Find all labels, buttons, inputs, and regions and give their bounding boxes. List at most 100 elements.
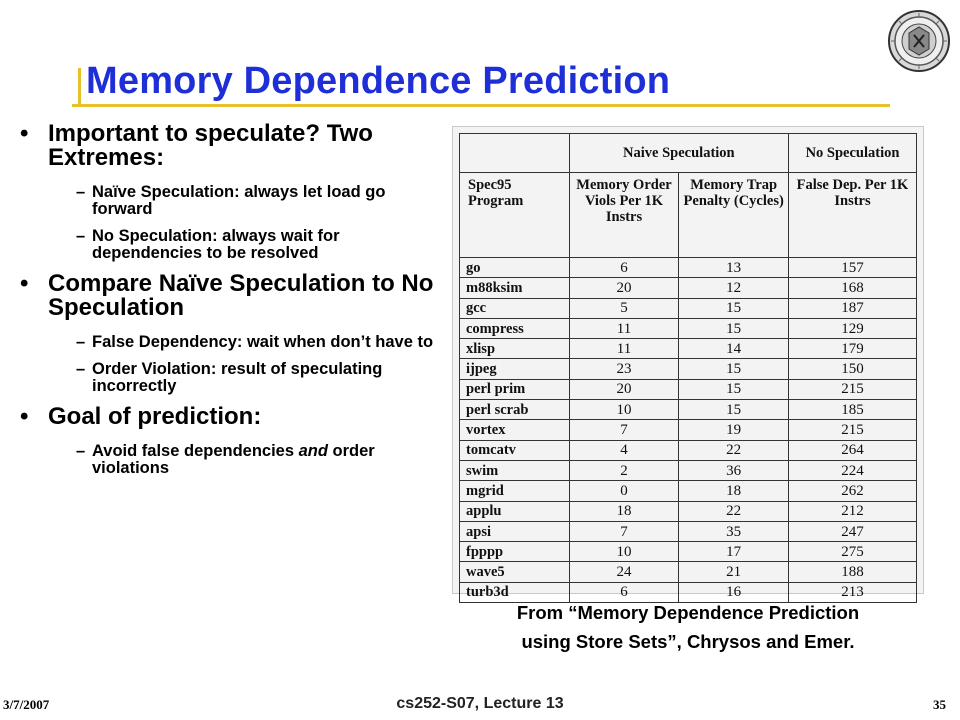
table-cell-value: 275 — [788, 541, 917, 563]
table-cell-program: ijpeg — [459, 358, 570, 380]
table-cell-program: mgrid — [459, 480, 570, 502]
table-cell-value: 215 — [788, 378, 917, 401]
table-cell-value: 179 — [788, 338, 917, 360]
table-cell-value: 35 — [678, 520, 790, 543]
table-cell-value: 11 — [568, 317, 680, 340]
table-body: go 6 13 157 m88ksim 20 12 168 gcc 5 15 187 compress 1… — [459, 256, 917, 604]
table-row: xlisp 11 14 179 — [459, 338, 917, 360]
sub-bullet-text: Order Violation: result of speculating i… — [92, 360, 383, 395]
table-row: m88ksim 20 12 168 — [459, 277, 917, 299]
table-cell-value: 22 — [678, 439, 790, 461]
table-cell-value: 212 — [788, 500, 917, 522]
table-cell-value: 15 — [678, 358, 790, 380]
sub-bullet-text: False Dependency: wait when don’t have t… — [92, 333, 434, 351]
table-cell-value: 10 — [568, 399, 680, 421]
sub-bullet-text-pre: Avoid false dependencies — [92, 442, 299, 460]
table-cell-program: gcc — [459, 297, 570, 319]
table-row: mgrid 0 18 262 — [459, 480, 917, 502]
table-cell-value: 36 — [678, 459, 790, 482]
table-cell-program: vortex — [459, 419, 570, 441]
sub-bullet-order-violation: – Order Violation: result of speculating… — [48, 361, 440, 395]
table-cell-value: 12 — [678, 277, 790, 299]
table-cell-value: 15 — [678, 378, 790, 401]
table-row: ijpeg 23 15 150 — [459, 358, 917, 380]
table-cell-value: 18 — [678, 480, 790, 502]
table-cell-value: 21 — [678, 561, 790, 583]
table-cell-program: applu — [459, 500, 570, 522]
sub-bullet-false-dep: – False Dependency: wait when don’t have… — [48, 334, 440, 351]
bullet-important: • Important to speculate? Two Extremes: … — [20, 122, 440, 262]
table-row: compress 11 15 129 — [459, 317, 917, 340]
sub-bullet-text: No Speculation: always wait for dependen… — [92, 227, 340, 262]
table-caption: From “Memory Dependence Prediction using… — [452, 598, 924, 656]
table-col-header: Spec95 Program — [459, 172, 570, 258]
sub-list: – False Dependency: wait when don’t have… — [48, 334, 440, 395]
table-row: gcc 5 15 187 — [459, 297, 917, 319]
table-col-header: False Dep. Per 1K Instrs — [788, 172, 917, 258]
table-cell-value: 215 — [788, 419, 917, 441]
footer-course: cs252-S07, Lecture 13 — [396, 695, 564, 712]
dash: – — [76, 183, 86, 201]
table-cell-value: 24 — [568, 561, 680, 583]
university-seal-icon — [888, 10, 950, 72]
table-cell-program: wave5 — [459, 561, 570, 583]
dash: – — [76, 360, 86, 378]
table-cell-value: 157 — [788, 256, 917, 279]
table-cell-program: swim — [459, 459, 570, 482]
bullet-dot: • — [20, 120, 29, 147]
table-cell-value: 20 — [568, 378, 680, 401]
table-cell-value: 224 — [788, 459, 917, 482]
table-cell-value: 213 — [788, 581, 917, 604]
table-cell-value: 6 — [568, 256, 680, 279]
title-underline — [72, 104, 890, 107]
bullet-text: Important to speculate? Two Extremes: — [48, 120, 373, 171]
table-row: applu 18 22 212 — [459, 500, 917, 522]
table-cell-value: 13 — [678, 256, 790, 279]
table-cell-value: 15 — [678, 317, 790, 340]
table-cell-program: perl prim — [459, 378, 570, 401]
table-cell-value: 247 — [788, 520, 917, 543]
table-cell-program: fpppp — [459, 541, 570, 563]
table-cell-value: 129 — [788, 317, 917, 340]
table-cell-value: 0 — [568, 480, 680, 502]
table-cell-value: 23 — [568, 358, 680, 380]
table-cell-value: 185 — [788, 399, 917, 421]
table-group-header: No Speculation — [788, 133, 917, 173]
slide-title: Memory Dependence Prediction — [86, 60, 671, 102]
table-cell-value: 168 — [788, 277, 917, 299]
table-cell-value: 7 — [568, 520, 680, 543]
footer-page-number: 35 — [933, 697, 946, 712]
bullet-text: Compare Naïve Speculation to No Speculat… — [48, 270, 434, 321]
dash: – — [76, 227, 86, 245]
table-cell-value: 150 — [788, 358, 917, 380]
sub-bullet-naive: – Naïve Speculation: always let load go … — [48, 184, 440, 218]
table-cell-value: 14 — [678, 338, 790, 360]
table-cell-value: 2 — [568, 459, 680, 482]
table-cell-program: xlisp — [459, 338, 570, 360]
table-cell-value: 20 — [568, 277, 680, 299]
table-cell-value: 19 — [678, 419, 790, 441]
sub-bullet-text-post: order violations — [92, 442, 375, 477]
bullet-goal: • Goal of prediction: – Avoid false depe… — [20, 405, 440, 477]
bullet-list: • Important to speculate? Two Extremes: … — [20, 114, 440, 487]
caption-line: using Store Sets”, Chrysos and Emer. — [521, 631, 855, 652]
table-row: vortex 7 19 215 — [459, 419, 917, 441]
bullet-compare: • Compare Naïve Speculation to No Specul… — [20, 272, 440, 395]
dash: – — [76, 442, 86, 460]
sub-bullet-text-em: and — [298, 442, 328, 460]
results-table-image: Naive Speculation No Speculation Spec95 … — [452, 126, 924, 604]
table-group-blank — [459, 133, 570, 173]
table-group-header: Naive Speculation — [568, 133, 790, 173]
sub-list: – Avoid false dependencies and order vio… — [48, 443, 440, 477]
table-cell-program: perl scrab — [459, 399, 570, 421]
table-row: perl scrab 10 15 185 — [459, 399, 917, 421]
table-cell-value: 4 — [568, 439, 680, 461]
table-cell-value: 6 — [568, 581, 680, 604]
table-row: turb3d 6 16 213 — [459, 581, 917, 604]
table-row: apsi 7 35 247 — [459, 520, 917, 543]
table-cell-value: 188 — [788, 561, 917, 583]
table-cell-program: tomcatv — [459, 439, 570, 461]
table-cell-value: 18 — [568, 500, 680, 522]
table-row: go 6 13 157 — [459, 256, 917, 279]
sub-bullet-text: Naïve Speculation: always let load go fo… — [92, 183, 386, 218]
